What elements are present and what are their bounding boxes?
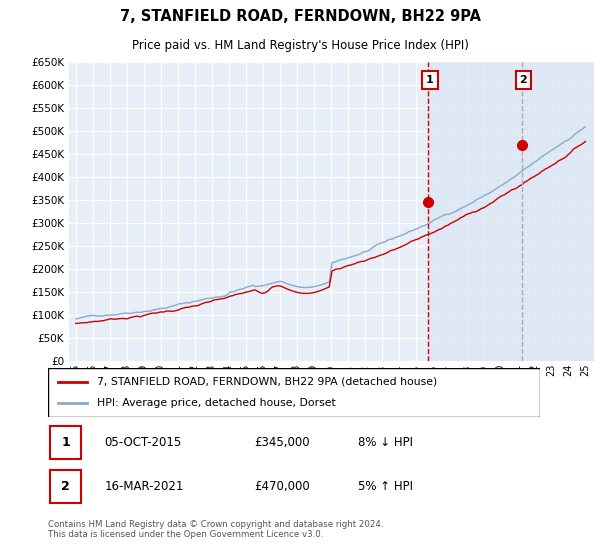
Text: 7, STANFIELD ROAD, FERNDOWN, BH22 9PA (detached house): 7, STANFIELD ROAD, FERNDOWN, BH22 9PA (d… [97, 377, 437, 387]
Text: 2: 2 [520, 75, 527, 85]
Text: 2: 2 [61, 480, 70, 493]
Text: 1: 1 [61, 436, 70, 449]
Text: 7, STANFIELD ROAD, FERNDOWN, BH22 9PA: 7, STANFIELD ROAD, FERNDOWN, BH22 9PA [119, 9, 481, 24]
Text: Contains HM Land Registry data © Crown copyright and database right 2024.
This d: Contains HM Land Registry data © Crown c… [48, 520, 383, 539]
Text: Price paid vs. HM Land Registry's House Price Index (HPI): Price paid vs. HM Land Registry's House … [131, 39, 469, 53]
Text: £470,000: £470,000 [254, 480, 310, 493]
Text: 8% ↓ HPI: 8% ↓ HPI [358, 436, 413, 449]
Text: 5% ↑ HPI: 5% ↑ HPI [358, 480, 413, 493]
Text: 1: 1 [426, 75, 434, 85]
Text: £345,000: £345,000 [254, 436, 310, 449]
Text: 05-OCT-2015: 05-OCT-2015 [104, 436, 182, 449]
FancyBboxPatch shape [50, 426, 81, 459]
FancyBboxPatch shape [48, 368, 540, 417]
Text: 16-MAR-2021: 16-MAR-2021 [104, 480, 184, 493]
Bar [428, 62, 594, 361]
Text: HPI: Average price, detached house, Dorset: HPI: Average price, detached house, Dors… [97, 398, 336, 408]
FancyBboxPatch shape [50, 470, 81, 503]
